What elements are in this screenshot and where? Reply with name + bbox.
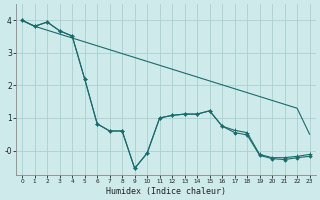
X-axis label: Humidex (Indice chaleur): Humidex (Indice chaleur) xyxy=(106,187,226,196)
